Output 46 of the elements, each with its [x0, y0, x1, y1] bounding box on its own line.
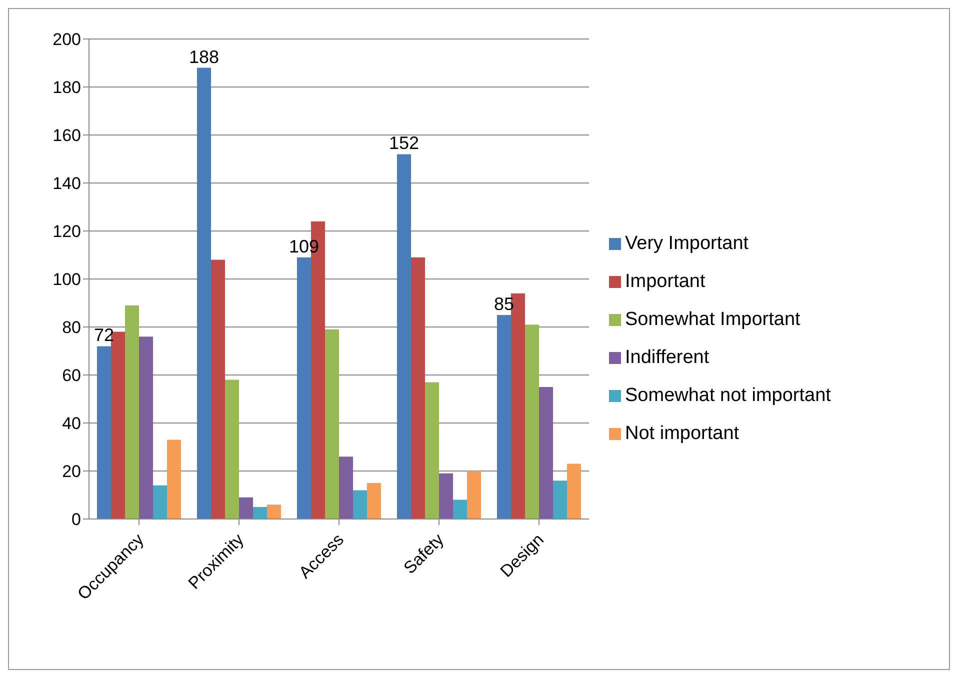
- y-tick-label: 120: [52, 222, 81, 242]
- bar: [439, 473, 453, 519]
- bar: [567, 464, 581, 519]
- bar: [339, 456, 353, 519]
- bar: [411, 257, 425, 519]
- legend-label: Important: [625, 271, 706, 292]
- bar: [253, 507, 267, 519]
- bar: [539, 387, 553, 519]
- bar: [139, 336, 153, 519]
- bar: [153, 485, 167, 519]
- y-tick-label: 0: [72, 510, 81, 530]
- legend-label: Not important: [625, 423, 740, 444]
- bar: [297, 257, 311, 519]
- data-label: 188: [188, 46, 220, 67]
- bar: [125, 305, 139, 519]
- bar: [225, 380, 239, 519]
- y-tick-label: 140: [52, 174, 81, 194]
- y-tick-label: 100: [52, 270, 81, 290]
- bar: [353, 490, 367, 519]
- legend-label: Indifferent: [625, 347, 710, 368]
- y-tick-label: 60: [62, 366, 81, 386]
- y-tick-label: 200: [52, 30, 81, 50]
- data-label: 152: [388, 133, 420, 154]
- legend-label: Somewhat Important: [625, 309, 800, 330]
- bar: [211, 260, 225, 519]
- bar: [167, 440, 181, 519]
- y-tick-label: 40: [62, 414, 81, 434]
- y-tick-label: 180: [52, 78, 81, 98]
- y-tick-label: 160: [52, 126, 81, 146]
- legend-label: Somewhat not important: [625, 385, 831, 406]
- bar: [425, 382, 439, 519]
- bar: [467, 471, 481, 519]
- bar: [397, 154, 411, 519]
- bar: [325, 329, 339, 519]
- bar: [497, 315, 511, 519]
- bar: [367, 483, 381, 519]
- bar: [525, 324, 539, 519]
- bar: [97, 346, 111, 519]
- bar: [267, 504, 281, 519]
- bar: [239, 497, 253, 519]
- y-tick-label: 80: [62, 318, 81, 338]
- bar: [197, 68, 211, 519]
- y-tick-label: 20: [62, 462, 81, 482]
- bar: [553, 480, 567, 519]
- bar: [453, 500, 467, 519]
- legend-label: Very Important: [625, 233, 749, 254]
